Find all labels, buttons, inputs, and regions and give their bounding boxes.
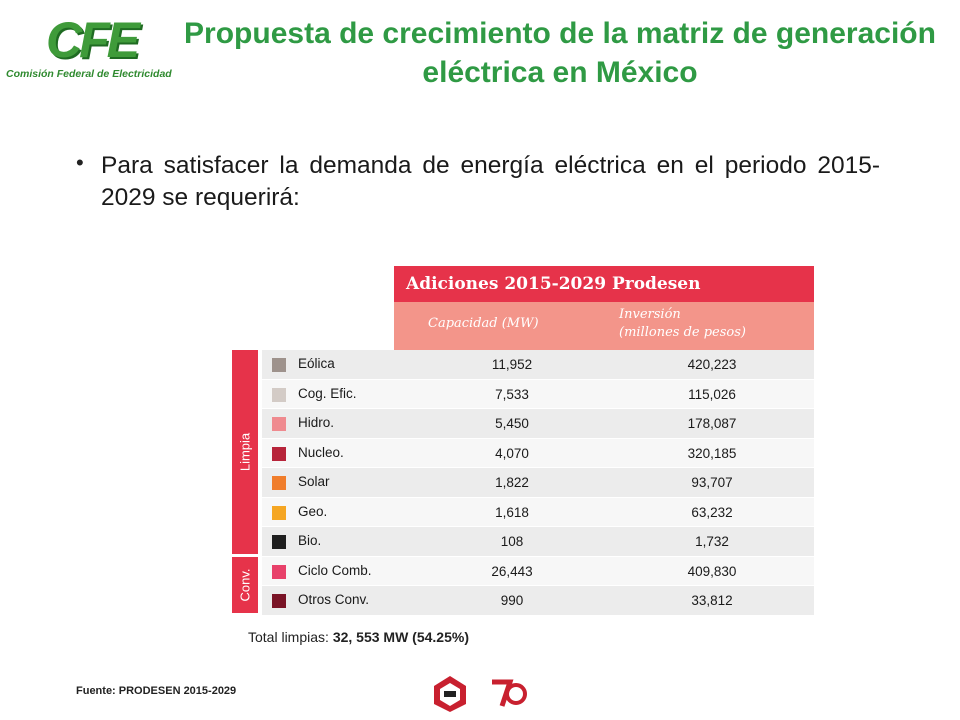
group-label-clean: Limpia: [232, 350, 258, 554]
additions-table: Adiciones 2015-2029 Prodesen Capacidad (…: [232, 266, 814, 616]
row-capacity: 11,952: [491, 357, 533, 372]
table-column-headers: Capacidad (MW) Inversión (millones de pe…: [394, 302, 814, 350]
column-header-capacity: Capacidad (MW): [428, 316, 539, 331]
legend-swatch: [272, 505, 286, 520]
bullet-point: • Para satisfacer la demanda de energía …: [76, 150, 880, 214]
legend-swatch: [272, 564, 286, 579]
row-investment: 93,707: [691, 475, 733, 490]
cfe-logo-mark: CFE: [46, 12, 140, 68]
row-energy-type: Solar: [298, 474, 330, 489]
row-investment: 178,087: [687, 416, 737, 431]
table-row: Otros Conv. 990 33,812: [262, 586, 814, 616]
table-row: Cog. Efic. 7,533 115,026: [262, 379, 814, 409]
bullet-dot-icon: •: [76, 150, 84, 175]
row-energy-type: Nucleo.: [298, 444, 344, 460]
table-row: Ciclo Comb. 26,443 409,830: [262, 556, 814, 586]
table-rows: Eólica 11,952 420,223 Cog. Efic. 7,533 115,02…: [262, 350, 814, 616]
row-energy-type: Ciclo Comb.: [298, 562, 372, 578]
row-investment: 33,812: [691, 593, 733, 608]
row-energy-type: Bio.: [298, 533, 322, 548]
row-investment: 320,185: [687, 445, 737, 461]
cfe-logo-subtitle: Comisión Federal de Electricidad: [6, 68, 172, 80]
total-clean-energy: Total limpias: 32, 553 MW (54.25%): [248, 629, 469, 645]
row-investment: 115,026: [688, 386, 736, 402]
row-energy-type: Geo.: [298, 503, 328, 519]
group-label-conventional: Conv.: [232, 556, 258, 613]
bullet-text: Para satisfacer la demanda de energía el…: [101, 152, 880, 211]
row-energy-type: Hidro.: [298, 415, 335, 430]
table-row: Hidro. 5,450 178,087: [262, 409, 814, 439]
row-energy-type: Otros Conv.: [298, 592, 370, 607]
column-header-investment-line1: Inversión: [619, 307, 681, 322]
row-capacity: 26,443: [491, 563, 533, 579]
table-row: Bio. 108 1,732: [262, 527, 814, 557]
table-row: Eólica 11,952 420,223: [262, 350, 814, 380]
column-header-investment-line2: (millones de pesos): [619, 325, 746, 340]
group-label-text: Conv.: [237, 568, 253, 601]
row-investment: 409,830: [687, 563, 737, 579]
anniversary-badge-icon: [434, 676, 466, 712]
legend-swatch: [272, 446, 286, 461]
row-capacity: 5,450: [495, 416, 529, 431]
table-header: Adiciones 2015-2029 Prodesen: [394, 266, 814, 302]
row-energy-type: Eólica: [298, 356, 335, 371]
legend-swatch: [272, 476, 286, 490]
column-header-investment: Inversión (millones de pesos): [619, 306, 746, 342]
row-investment: 1,732: [695, 534, 729, 549]
legend-swatch: [272, 358, 286, 372]
legend-swatch: [272, 387, 286, 402]
row-capacity: 108: [500, 534, 524, 549]
group-label-text: Limpia: [237, 432, 253, 471]
source-note: Fuente: PRODESEN 2015-2029: [76, 685, 237, 697]
cfe-logo: CFE Comisión Federal de Electricidad: [6, 14, 176, 86]
table-row: Solar 1,822 93,707: [262, 468, 814, 498]
table-row: Geo. 1,618 63,232: [262, 497, 814, 527]
row-investment: 420,223: [687, 357, 737, 372]
row-energy-type: Cog. Efic.: [298, 385, 357, 401]
row-capacity: 990: [500, 593, 524, 608]
row-capacity: 7,533: [495, 386, 529, 402]
slide-title: Propuesta de crecimiento de la matriz de…: [184, 17, 936, 89]
table-row: Nucleo. 4,070 320,185: [262, 438, 814, 468]
total-label: Total limpias:: [248, 629, 329, 645]
75-years-logo-icon: [492, 679, 527, 707]
row-capacity: 4,070: [495, 445, 529, 461]
row-investment: 63,232: [691, 504, 733, 520]
legend-swatch: [272, 417, 286, 431]
row-capacity: 1,618: [495, 504, 529, 520]
legend-swatch: [272, 535, 286, 549]
total-value: 32, 553 MW (54.25%): [332, 629, 469, 645]
row-capacity: 1,822: [495, 475, 529, 490]
legend-swatch: [272, 594, 286, 608]
